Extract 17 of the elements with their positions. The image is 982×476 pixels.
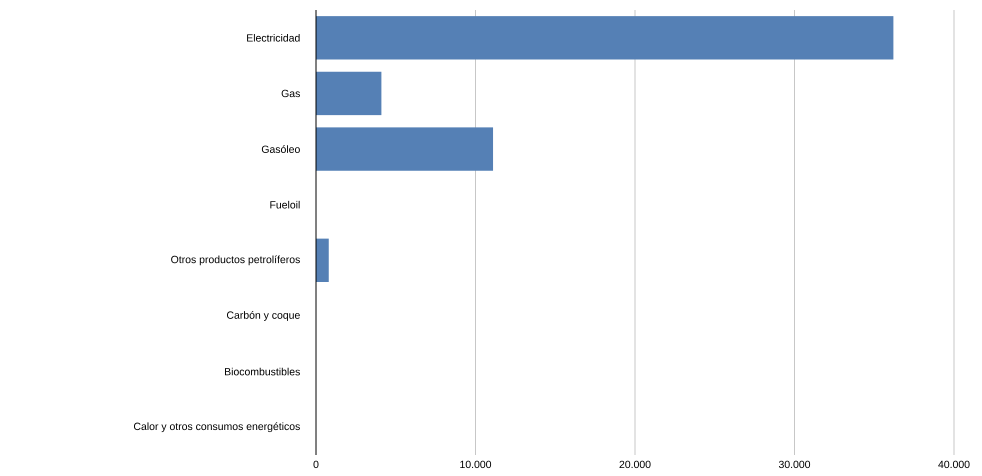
bar xyxy=(316,72,382,116)
x-tick-label: 20.000 xyxy=(620,460,651,468)
y-tick-label: Fueloil xyxy=(270,200,300,209)
y-tick-label: Gasóleo xyxy=(262,145,300,153)
y-tick-label: Biocombustibles xyxy=(225,368,300,376)
y-tick-label: Calor y otros consumos energéticos xyxy=(134,422,300,432)
x-tick-label: 40.000 xyxy=(938,460,970,468)
bar xyxy=(316,238,329,282)
x-tick-label: 30.000 xyxy=(778,460,810,468)
y-tick-label: Carbón y coque xyxy=(226,311,300,321)
y-tick-label: Electricidad xyxy=(247,34,300,42)
bar xyxy=(316,16,894,60)
bar xyxy=(316,127,494,171)
x-tick-label: 0 xyxy=(314,460,318,468)
y-tick-label: Gas xyxy=(282,90,300,98)
y-tick-label: Otros productos petrolíferos xyxy=(171,255,300,266)
x-tick-label: 10.000 xyxy=(460,460,492,468)
